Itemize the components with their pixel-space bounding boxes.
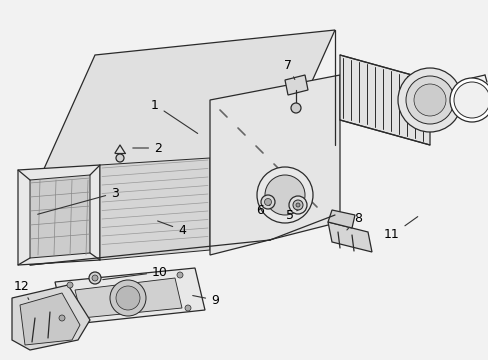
Circle shape — [110, 280, 146, 316]
Text: 11: 11 — [384, 217, 417, 242]
Polygon shape — [55, 268, 204, 325]
Circle shape — [59, 315, 65, 321]
Circle shape — [92, 275, 98, 281]
Circle shape — [288, 196, 306, 214]
Polygon shape — [30, 30, 334, 200]
Circle shape — [116, 286, 140, 310]
Circle shape — [405, 76, 453, 124]
Circle shape — [264, 175, 305, 215]
Polygon shape — [285, 75, 307, 95]
Circle shape — [449, 78, 488, 122]
Circle shape — [264, 198, 271, 206]
Polygon shape — [20, 293, 80, 345]
Polygon shape — [75, 278, 182, 318]
Text: 4: 4 — [157, 221, 185, 237]
Circle shape — [177, 272, 183, 278]
Circle shape — [295, 203, 299, 207]
Text: 12: 12 — [14, 279, 30, 300]
Text: 3: 3 — [38, 186, 119, 214]
Circle shape — [67, 282, 73, 288]
Circle shape — [261, 195, 274, 209]
Polygon shape — [30, 175, 90, 258]
Polygon shape — [209, 75, 339, 255]
Circle shape — [397, 68, 461, 132]
Text: 5: 5 — [285, 208, 297, 221]
Circle shape — [184, 305, 191, 311]
Circle shape — [292, 200, 303, 210]
Text: 9: 9 — [192, 293, 219, 306]
Polygon shape — [269, 145, 334, 240]
Circle shape — [453, 82, 488, 118]
Text: 6: 6 — [256, 203, 269, 216]
Text: 2: 2 — [133, 141, 162, 154]
Circle shape — [89, 272, 101, 284]
Polygon shape — [339, 55, 429, 145]
Circle shape — [290, 103, 301, 113]
Circle shape — [413, 84, 445, 116]
Circle shape — [257, 167, 312, 223]
Polygon shape — [30, 175, 269, 265]
Text: 8: 8 — [346, 212, 361, 230]
Polygon shape — [327, 222, 371, 252]
Polygon shape — [100, 158, 209, 260]
Polygon shape — [327, 210, 354, 228]
Polygon shape — [18, 165, 100, 265]
Text: 10: 10 — [102, 266, 167, 280]
Polygon shape — [12, 285, 90, 350]
Text: 1: 1 — [151, 99, 197, 134]
Circle shape — [116, 154, 124, 162]
Text: 7: 7 — [284, 59, 294, 80]
